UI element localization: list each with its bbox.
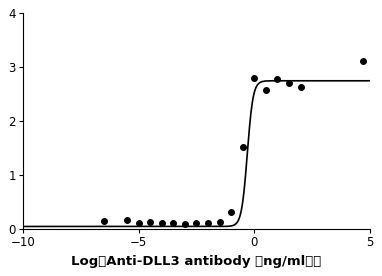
Point	[240, 145, 246, 149]
Point	[360, 59, 366, 63]
Point	[217, 220, 223, 224]
Point	[263, 88, 269, 92]
Point	[286, 81, 292, 86]
Point	[193, 221, 199, 225]
Point	[182, 222, 188, 226]
Point	[205, 221, 211, 225]
Point	[228, 210, 234, 214]
Point	[136, 221, 142, 225]
Point	[124, 218, 130, 222]
Point	[159, 221, 165, 225]
Point	[251, 76, 257, 80]
Point	[170, 221, 176, 225]
Point	[101, 219, 107, 223]
Point	[274, 77, 280, 81]
X-axis label: Log（Anti-DLL3 antibody （ng/ml））: Log（Anti-DLL3 antibody （ng/ml））	[71, 255, 322, 268]
Point	[147, 220, 153, 224]
Point	[298, 85, 304, 89]
